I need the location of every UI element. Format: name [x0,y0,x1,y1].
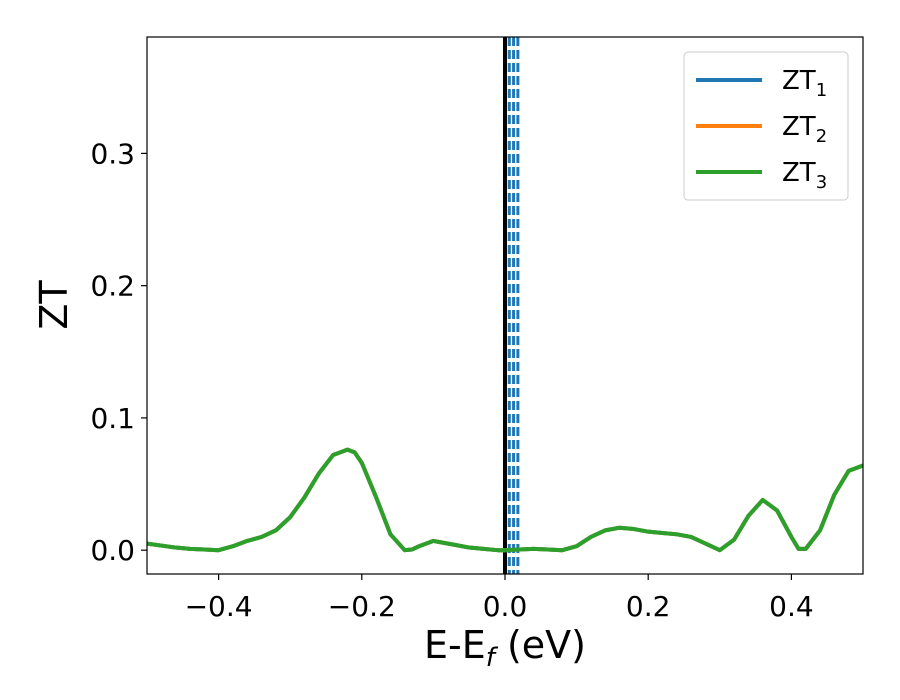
legend: ZT1 ZT2 ZT3 [683,51,849,201]
x-tick-label: −0.2 [328,590,396,623]
x-axis-label: E-Ef (eV) [424,623,586,673]
legend-label-zt2: ZT2 [782,112,827,147]
series-lines [147,447,863,553]
y-tick-label: 0.2 [90,270,135,303]
legend-label-zt3: ZT3 [782,158,827,193]
x-axis-ticks: −0.4 −0.2 0.0 0.2 0.4 [185,574,814,623]
y-axis-label: ZT [32,280,76,330]
legend-box [683,51,849,201]
legend-label-zt1: ZT1 [782,66,827,101]
y-tick-label: 0.0 [90,534,135,567]
x-tick-label: −0.4 [185,590,253,623]
y-axis-ticks: 0.0 0.1 0.2 0.3 [90,137,147,567]
x-tick-label: 0.2 [626,590,671,623]
x-tick-label: 0.4 [769,590,814,623]
vertical-lines [503,37,520,574]
y-tick-label: 0.3 [90,137,135,170]
y-tick-label: 0.1 [90,402,135,435]
x-tick-label: 0.0 [483,590,528,623]
series-line-zt3 [147,447,863,553]
